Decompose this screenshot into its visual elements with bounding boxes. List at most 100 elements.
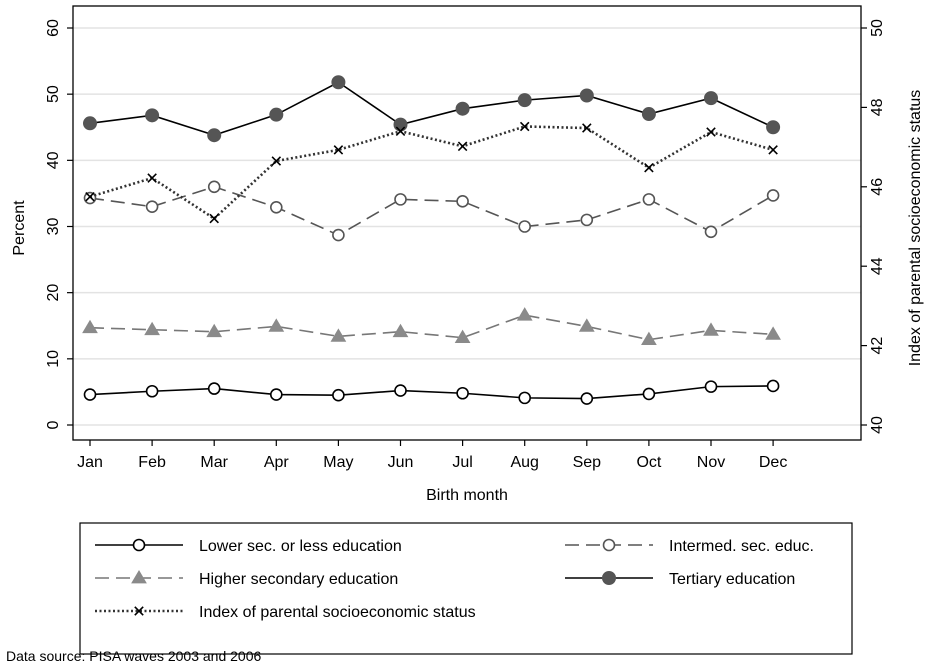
x-tick-label-Dec: Dec — [759, 454, 787, 471]
data-point-intermed-Apr — [269, 201, 283, 214]
y-tick-label-20: 20 — [45, 284, 62, 302]
legend-marker-intermed — [602, 538, 616, 552]
data-point-index-Jun — [395, 126, 406, 136]
y-tick-label-0: 0 — [45, 420, 62, 429]
data-point-tertiary-Sep — [579, 88, 594, 103]
data-source-note: Data source: PISA waves 2003 and 2006 — [6, 648, 261, 664]
data-point-intermed-Aug — [518, 220, 532, 233]
axes: 0 10 20 30 40 50 60 40 42 44 46 48 50 Jan Feb Mar Apr May… — [45, 19, 886, 471]
y2-axis-title: Index of parental socioeconomic status — [907, 90, 924, 367]
series-line-lower — [89, 385, 774, 400]
data-point-tertiary-Jun — [393, 117, 408, 132]
y-tick-label-30: 30 — [45, 218, 62, 236]
y-tick-label-60: 60 — [45, 19, 62, 37]
y2-tick-label-44: 44 — [869, 257, 886, 275]
data-point-intermed-Mar — [207, 180, 221, 194]
data-point-tertiary-Jan — [83, 116, 97, 131]
series-line-index — [89, 125, 774, 221]
data-point-higher-Aug — [516, 307, 533, 321]
y2-tick-label-40: 40 — [869, 416, 886, 434]
data-point-tertiary-Mar — [207, 128, 222, 143]
data-point-intermed-Dec — [766, 189, 780, 202]
data-point-tertiary-Nov — [704, 91, 718, 106]
data-point-tertiary-Feb — [145, 108, 160, 123]
x-axis-title: Birth month — [426, 487, 508, 504]
data-point-lower-Dec — [766, 379, 780, 393]
data-point-higher-Feb — [144, 321, 160, 336]
y2-tick-label-42: 42 — [869, 337, 886, 355]
data-point-lower-May — [332, 388, 345, 402]
legend-box — [79, 522, 853, 655]
data-point-lower-Aug — [518, 391, 532, 405]
legend-marker-lower — [132, 538, 146, 552]
data-point-higher-Jun — [392, 323, 409, 338]
data-point-higher-Sep — [578, 318, 595, 332]
data-point-lower-Apr — [269, 388, 283, 401]
data-point-higher-Apr — [268, 318, 285, 332]
data-point-lower-Feb — [145, 384, 159, 398]
data-point-index-Jul — [457, 141, 468, 152]
data-point-index-Nov — [706, 127, 716, 137]
data-point-intermed-Jul — [456, 195, 469, 208]
x-tick-label-Oct: Oct — [636, 454, 661, 471]
x-tick-label-Apr: Apr — [264, 454, 290, 471]
data-point-index-Jan — [85, 191, 95, 202]
data-point-lower-Mar — [207, 382, 221, 395]
y-tick-label-10: 10 — [45, 350, 62, 368]
data-point-lower-Jan — [83, 388, 97, 401]
data-point-intermed-Jun — [394, 193, 407, 206]
legend-marker-higher — [131, 570, 147, 584]
grid-lines — [73, 27, 861, 426]
legend-label-index: Index of parental socioeconomic status — [199, 604, 476, 621]
data-point-lower-Sep — [580, 392, 594, 405]
data-point-index-Apr — [271, 156, 282, 166]
data-point-index-Mar — [209, 213, 219, 224]
series-line-tertiary — [89, 81, 774, 137]
data-point-higher-Jan — [82, 319, 98, 334]
data-point-index-Oct — [644, 162, 654, 173]
y-tick-label-40: 40 — [45, 151, 62, 169]
y-axis-title: Percent — [11, 200, 28, 256]
data-point-intermed-Sep — [580, 213, 594, 227]
data-point-tertiary-Jul — [455, 101, 470, 116]
x-tick-label-Jun: Jun — [388, 454, 414, 471]
data-point-index-Feb — [147, 173, 157, 183]
series-line-higher — [89, 314, 774, 341]
data-point-intermed-May — [332, 228, 345, 242]
data-point-intermed-Nov — [704, 225, 718, 239]
data-point-higher-Dec — [765, 326, 781, 340]
data-point-tertiary-Aug — [517, 93, 532, 108]
plot-frame — [72, 5, 862, 441]
data-point-tertiary-Apr — [269, 107, 284, 122]
data-point-higher-Mar — [206, 323, 223, 338]
series-line-intermed — [89, 185, 774, 236]
x-tick-label-Feb: Feb — [138, 454, 166, 471]
data-point-tertiary-Oct — [641, 107, 656, 122]
data-point-lower-Nov — [704, 380, 718, 393]
x-tick-label-May: May — [323, 454, 353, 471]
x-tick-label-Jan: Jan — [77, 454, 103, 471]
data-point-index-Aug — [519, 121, 530, 132]
legend-label-tertiary: Tertiary education — [669, 571, 795, 588]
data-point-intermed-Oct — [642, 193, 656, 206]
legend: Lower sec. or less education Intermed. se… — [95, 538, 814, 621]
y2-tick-label-48: 48 — [869, 98, 886, 116]
x-tick-label-Nov: Nov — [697, 454, 725, 471]
x-tick-label-Sep: Sep — [573, 454, 602, 471]
x-tick-label-Jul: Jul — [452, 454, 472, 471]
data-point-intermed-Feb — [145, 200, 159, 213]
data-point-higher-May — [330, 328, 347, 342]
data-point-higher-Jul — [454, 329, 471, 344]
data-point-index-Sep — [582, 123, 592, 133]
data-point-tertiary-May — [331, 75, 346, 90]
legend-marker-index — [134, 606, 144, 616]
data-point-tertiary-Dec — [766, 120, 781, 135]
x-tick-label-Mar: Mar — [200, 454, 228, 471]
y2-tick-label-46: 46 — [869, 178, 886, 196]
data-point-higher-Nov — [703, 322, 719, 336]
legend-marker-tertiary — [602, 571, 616, 585]
x-tick-label-Aug: Aug — [510, 454, 538, 471]
data-point-lower-Jul — [456, 386, 469, 400]
